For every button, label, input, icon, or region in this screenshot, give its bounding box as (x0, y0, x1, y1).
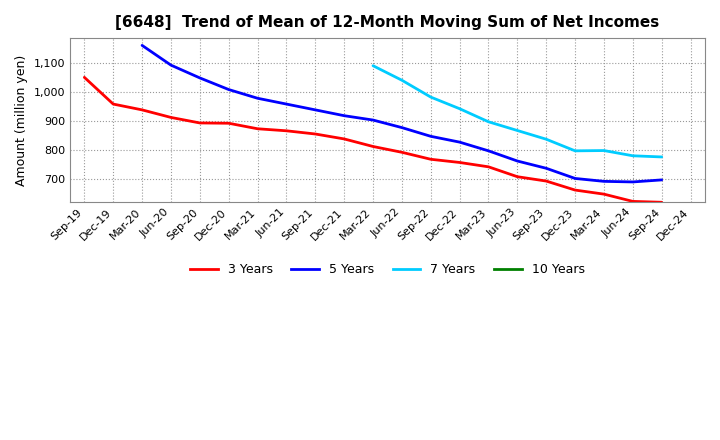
5 Years (282, 102, 291, 107)
Y-axis label: Amount (million yen): Amount (million yen) (15, 55, 28, 186)
5 Years (629, 179, 637, 184)
3 Years (484, 164, 492, 169)
5 Years (196, 75, 204, 81)
3 Years (166, 115, 175, 120)
7 Years (571, 148, 580, 154)
5 Years (397, 125, 406, 130)
5 Years (253, 95, 262, 101)
5 Years (571, 176, 580, 181)
3 Years (369, 144, 377, 149)
7 Years (657, 154, 666, 160)
7 Years (369, 63, 377, 68)
7 Years (542, 136, 551, 142)
7 Years (600, 148, 608, 153)
3 Years (80, 75, 89, 80)
3 Years (571, 187, 580, 193)
3 Years (426, 157, 435, 162)
3 Years (513, 174, 522, 180)
Line: 3 Years: 3 Years (84, 77, 662, 202)
Legend: 3 Years, 5 Years, 7 Years, 10 Years: 3 Years, 5 Years, 7 Years, 10 Years (185, 258, 590, 282)
3 Years (340, 136, 348, 142)
7 Years (484, 119, 492, 125)
3 Years (282, 128, 291, 133)
5 Years (340, 113, 348, 118)
5 Years (138, 43, 146, 48)
Line: 7 Years: 7 Years (373, 66, 662, 157)
5 Years (166, 62, 175, 68)
7 Years (455, 106, 464, 111)
Line: 5 Years: 5 Years (142, 45, 662, 182)
5 Years (600, 179, 608, 184)
3 Years (196, 120, 204, 125)
5 Years (542, 165, 551, 171)
5 Years (369, 117, 377, 123)
5 Years (455, 139, 464, 145)
3 Years (455, 160, 464, 165)
7 Years (397, 77, 406, 83)
3 Years (397, 150, 406, 155)
3 Years (629, 199, 637, 204)
3 Years (109, 102, 117, 107)
5 Years (657, 177, 666, 183)
3 Years (138, 107, 146, 113)
5 Years (484, 148, 492, 154)
3 Years (311, 132, 320, 137)
5 Years (225, 87, 233, 92)
3 Years (542, 179, 551, 184)
Title: [6648]  Trend of Mean of 12-Month Moving Sum of Net Incomes: [6648] Trend of Mean of 12-Month Moving … (115, 15, 660, 30)
3 Years (657, 200, 666, 205)
7 Years (513, 128, 522, 133)
5 Years (426, 134, 435, 139)
3 Years (253, 126, 262, 132)
5 Years (513, 158, 522, 164)
3 Years (600, 191, 608, 197)
3 Years (225, 121, 233, 126)
7 Years (426, 95, 435, 100)
5 Years (311, 107, 320, 113)
7 Years (629, 153, 637, 158)
